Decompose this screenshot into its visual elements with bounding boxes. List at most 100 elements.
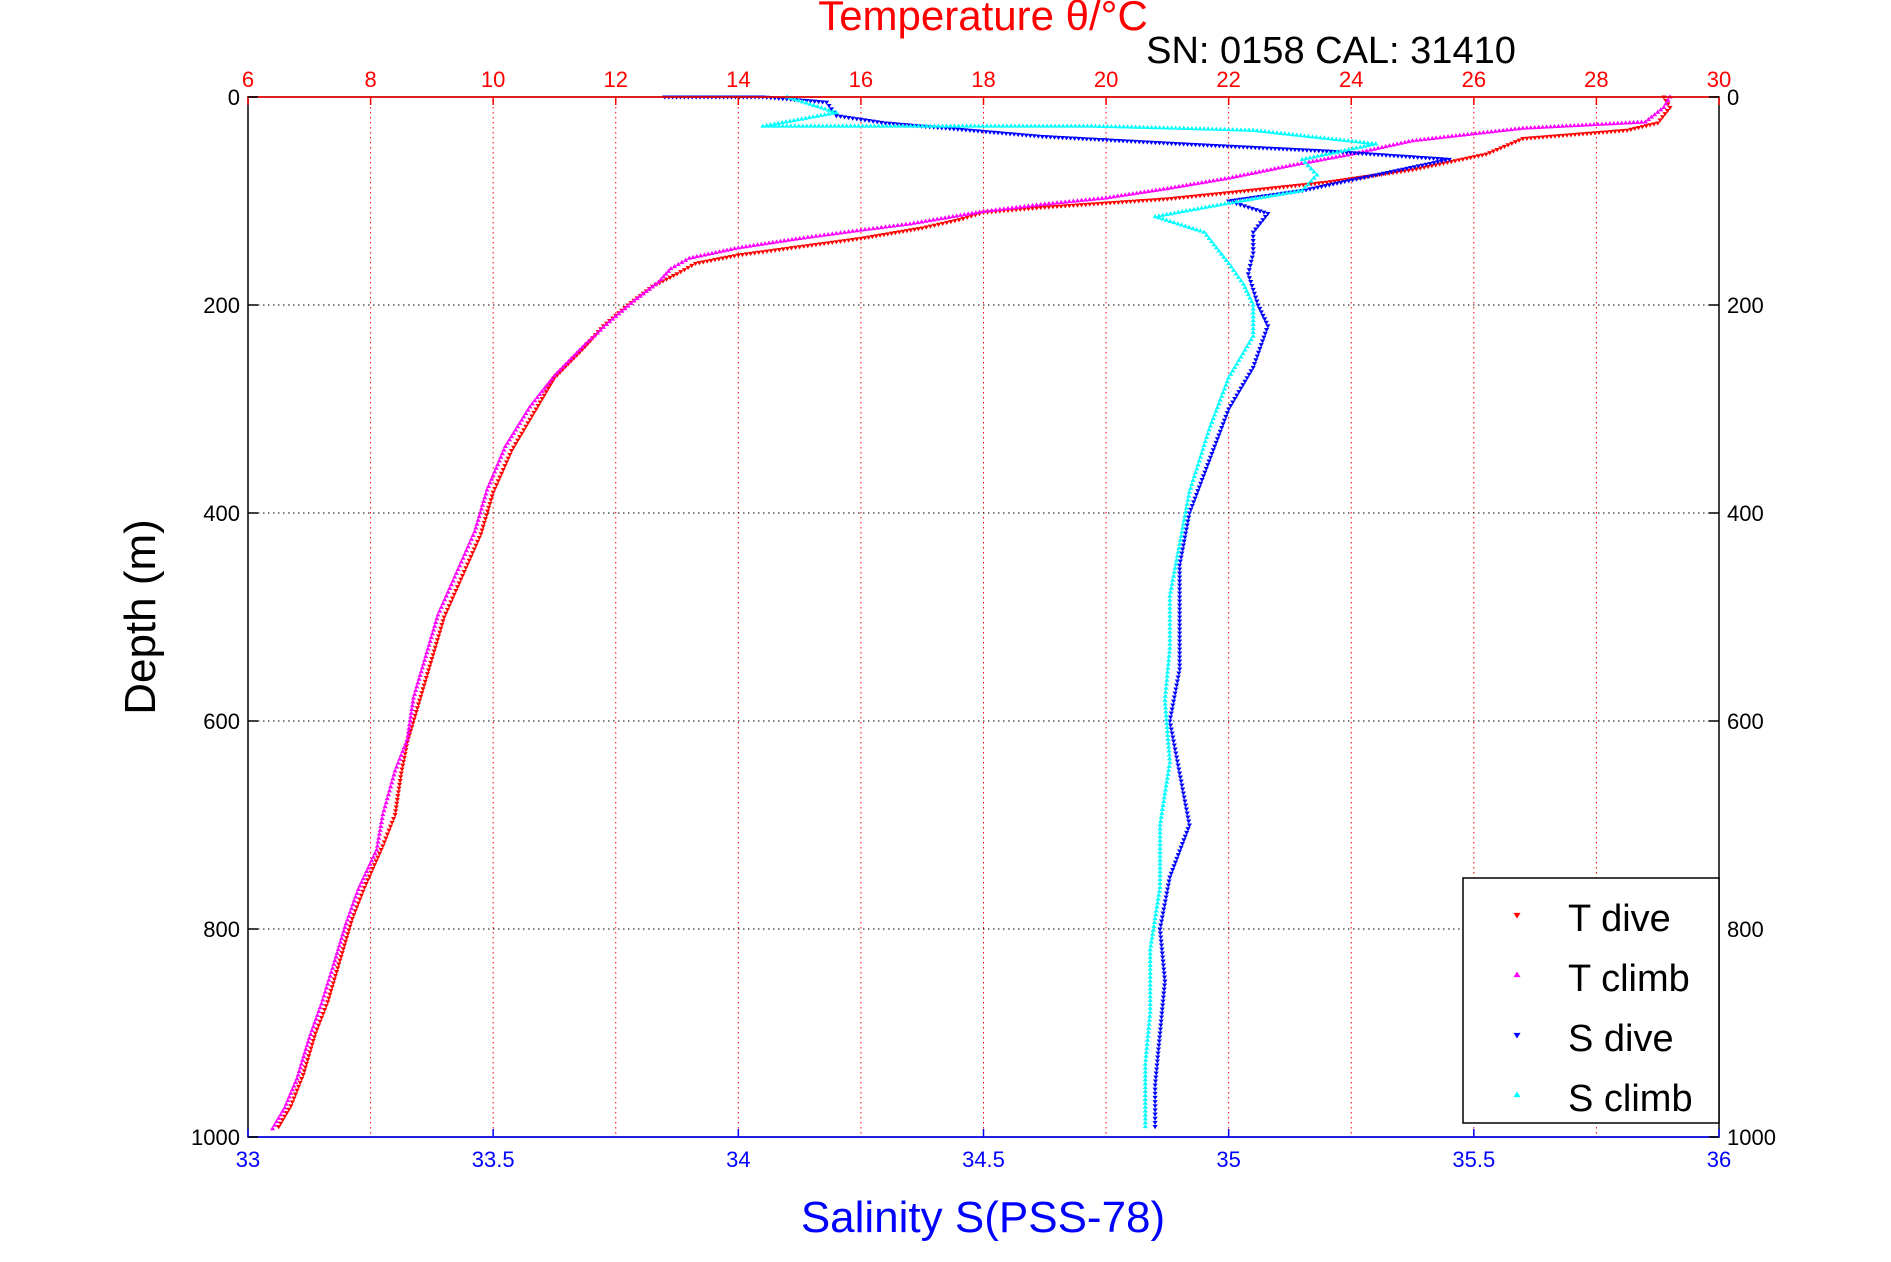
data-point [1172,565,1178,570]
data-point [1280,147,1286,152]
data-point [458,559,465,564]
data-point [1177,196,1183,201]
data-point [1221,386,1228,391]
data-point [1357,176,1363,181]
data-point [346,913,352,918]
data-point [1191,474,1197,479]
data-point [1302,159,1308,165]
data-point [1060,123,1066,128]
left-axis-tick-label: 800 [203,917,240,942]
data-point [1660,115,1666,120]
data-point [1166,752,1172,757]
data-point [671,263,678,269]
data-point [563,361,569,366]
data-point [1161,795,1167,800]
data-point [1580,132,1586,137]
data-point [574,350,580,355]
data-point [316,1008,322,1014]
data-point [1161,971,1167,976]
data-point [1148,124,1155,130]
data-point [1288,189,1294,195]
data-point [1197,126,1203,131]
data-point [1196,458,1202,463]
data-point [1147,978,1153,983]
data-point [1175,209,1181,214]
data-point [1170,577,1176,582]
data-point [709,250,715,255]
data-point [1084,123,1090,128]
data-point [1226,175,1232,180]
data-point [772,248,778,253]
data-point [1230,400,1236,405]
data-point [517,420,523,425]
data-point [1162,791,1168,796]
data-point [1191,500,1197,505]
data-point [1392,169,1398,174]
data-point [294,1088,300,1093]
data-point [1187,207,1193,212]
data-point [1652,112,1658,117]
data-point [295,1084,302,1089]
data-point [822,106,828,111]
data-point [483,513,490,518]
data-point [1185,519,1191,524]
data-point [1505,143,1511,148]
data-point [304,1042,310,1048]
data-point [1196,143,1203,148]
data-point [864,123,870,128]
data-point [1329,155,1335,160]
data-point [325,981,331,986]
data-point [1174,755,1180,760]
data-point [1158,939,1164,944]
data-point [812,99,818,104]
data-point [1177,623,1183,628]
data-point [535,403,541,409]
data-point [1166,763,1172,769]
data-point [1291,162,1297,167]
data-point [426,642,432,647]
data-point [1295,161,1301,166]
data-point [1417,137,1424,142]
data-point [984,208,991,213]
data-point [478,532,484,537]
data-point [1214,177,1220,182]
data-point [1165,661,1171,666]
data-point [1233,173,1239,179]
data-point [1163,217,1170,222]
data-point [1167,637,1173,642]
data-point [1083,197,1089,202]
data-point [1342,180,1348,185]
data-point [1309,134,1316,139]
data-point [363,882,369,887]
data-point [1337,153,1343,158]
data-point [1249,188,1255,193]
data-point [394,797,400,803]
data-point [1260,194,1267,199]
data-point [1219,393,1225,398]
data-point [1111,194,1117,199]
data-point [1249,196,1255,201]
data-point [1627,120,1633,125]
data-point [322,1008,328,1013]
data-point [1183,531,1189,536]
data-point [911,220,917,225]
data-point [1361,175,1367,181]
data-point [1003,131,1009,136]
data-point [1438,159,1445,164]
data-point [1408,166,1414,171]
data-point [314,1027,320,1032]
data-point [1141,189,1147,194]
data-point [370,854,376,859]
data-point [1100,123,1107,128]
data-point [1442,158,1449,163]
data-point [1092,123,1098,128]
data-point [1031,134,1037,139]
data-point [357,897,363,902]
data-point [531,410,537,416]
data-point [739,244,745,249]
data-point [1191,206,1197,212]
data-point [1172,691,1178,696]
data-point [376,835,382,840]
data-point [1223,257,1229,262]
data-point [288,1090,294,1095]
